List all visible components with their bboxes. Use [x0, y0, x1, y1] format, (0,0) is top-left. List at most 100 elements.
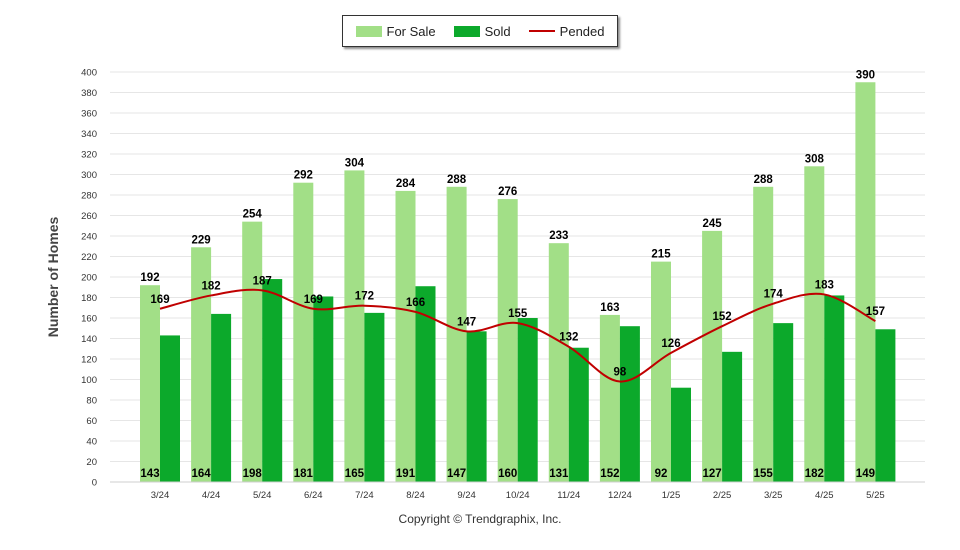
- bar-sold: [313, 296, 334, 482]
- y-axis: 0 20 40 60 80 100 120 140 160 180 200 220 240 260 280 3…: [81, 68, 97, 489]
- x-tick-label: 9/24: [457, 490, 476, 501]
- y-tick-label: 160: [81, 314, 97, 325]
- bar-for-sale: [242, 221, 263, 482]
- y-tick-label: 340: [81, 129, 97, 140]
- x-tick-label: 4/24: [202, 490, 221, 501]
- x-tick-label: 3/24: [151, 490, 170, 501]
- y-tick-label: 280: [81, 191, 97, 202]
- y-tick-label: 140: [81, 334, 97, 345]
- y-axis-label: Number of Homes: [45, 216, 61, 338]
- bar-for-sale: [446, 186, 467, 483]
- data-label-pended: 126: [661, 338, 680, 350]
- x-tick-label: 5/24: [253, 490, 272, 501]
- copyright-footer: Copyright © Trendgraphix, Inc.: [398, 512, 562, 526]
- y-tick-label: 0: [92, 478, 97, 489]
- data-label-for-sale: 229: [192, 234, 211, 246]
- data-label-for-sale: 276: [498, 186, 517, 198]
- bar-sold: [671, 387, 691, 482]
- y-tick-label: 220: [81, 252, 97, 263]
- data-label-pended: 166: [406, 297, 425, 309]
- data-label-for-sale: 215: [651, 249, 671, 261]
- data-label-for-sale: 163: [600, 302, 619, 314]
- legend-item-sold: Sold: [453, 23, 511, 39]
- data-label-sold: 152: [600, 468, 619, 480]
- bar-sold: [415, 286, 436, 482]
- data-label-sold: 164: [192, 468, 212, 480]
- data-label-for-sale: 288: [447, 174, 467, 186]
- bar-sold: [160, 335, 180, 482]
- bar-sold: [364, 312, 385, 482]
- bar-for-sale: [548, 243, 569, 482]
- x-tick-label: 4/25: [815, 490, 834, 501]
- data-label-sold: 143: [140, 468, 159, 480]
- bar-for-sale: [804, 166, 825, 483]
- data-label-sold: 149: [856, 468, 875, 480]
- bar-sold: [619, 326, 640, 482]
- data-label-sold: 182: [805, 468, 824, 480]
- y-tick-label: 100: [81, 375, 97, 386]
- bar-sold: [824, 295, 845, 482]
- y-tick-label: 320: [81, 150, 97, 161]
- legend-label-for-sale: For Sale: [386, 23, 436, 39]
- legend-swatch-for-sale: [355, 25, 382, 37]
- data-label-sold: 160: [498, 468, 517, 480]
- data-label-sold: 198: [243, 468, 263, 480]
- legend-label-sold: Sold: [484, 23, 511, 39]
- data-label-sold: 155: [754, 468, 774, 480]
- x-axis: 3/24 4/24 5/24 6/24 7/24 8/24 9/24 10/24 11/24 12…: [110, 481, 925, 501]
- data-label-pended: 147: [457, 316, 476, 328]
- x-tick-label: 3/25: [764, 490, 783, 501]
- data-label-for-sale: 304: [345, 157, 365, 169]
- data-label-for-sale: 288: [754, 174, 774, 186]
- y-tick-label: 360: [81, 109, 97, 120]
- data-label-sold: 181: [294, 468, 314, 480]
- y-tick-label: 400: [81, 68, 97, 79]
- bar-for-sale: [599, 314, 620, 482]
- data-label-pended: 174: [764, 289, 784, 301]
- data-label-pended: 152: [713, 311, 732, 323]
- data-label-for-sale: 308: [805, 153, 825, 165]
- y-tick-label: 200: [81, 273, 97, 284]
- y-tick-label: 260: [81, 211, 97, 222]
- data-label-pended: 169: [304, 294, 323, 306]
- bar-for-sale: [395, 190, 416, 482]
- bar-for-sale: [293, 182, 314, 482]
- y-tick-label: 120: [81, 355, 97, 366]
- legend: For Sale Sold Pended: [342, 15, 618, 47]
- bars: [140, 82, 896, 483]
- y-tick-label: 40: [86, 437, 97, 448]
- data-label-sold: 131: [549, 468, 569, 480]
- data-label-pended: 182: [202, 280, 221, 292]
- bar-for-sale: [191, 247, 212, 482]
- data-label-sold: 147: [447, 468, 466, 480]
- data-label-for-sale: 192: [140, 272, 159, 284]
- pended-line: [159, 288, 876, 383]
- data-label-sold: 165: [345, 468, 365, 480]
- y-tick-label: 300: [81, 170, 97, 181]
- x-tick-label: 10/24: [506, 490, 530, 501]
- y-tick-label: 20: [86, 457, 97, 468]
- x-tick-label: 1/25: [662, 490, 681, 501]
- data-label-for-sale: 245: [703, 218, 723, 230]
- y-tick-label: 380: [81, 88, 97, 99]
- data-label-for-sale: 233: [549, 230, 568, 242]
- bar-sold: [568, 347, 589, 482]
- data-label-pended: 172: [355, 291, 374, 303]
- bar-sold: [262, 279, 283, 482]
- data-label-pended: 183: [815, 279, 834, 291]
- data-label-pended: 132: [559, 332, 578, 344]
- bar-sold: [466, 331, 487, 482]
- data-label-pended: 187: [253, 275, 272, 287]
- data-labels: 192 143 169 229 164 182 254 198 187 292 181 169 304 1…: [140, 69, 885, 480]
- legend-label-pended: Pended: [559, 23, 605, 39]
- data-label-pended: 169: [150, 294, 169, 306]
- bar-for-sale: [855, 82, 876, 482]
- bar-sold: [517, 318, 538, 482]
- bar-sold: [875, 329, 896, 482]
- pended-line-group: [159, 288, 876, 383]
- x-tick-label: 6/24: [304, 490, 323, 501]
- bar-sold: [773, 323, 794, 482]
- data-label-sold: 191: [396, 468, 416, 480]
- data-label-for-sale: 390: [856, 69, 875, 81]
- data-label-pended: 157: [866, 306, 885, 318]
